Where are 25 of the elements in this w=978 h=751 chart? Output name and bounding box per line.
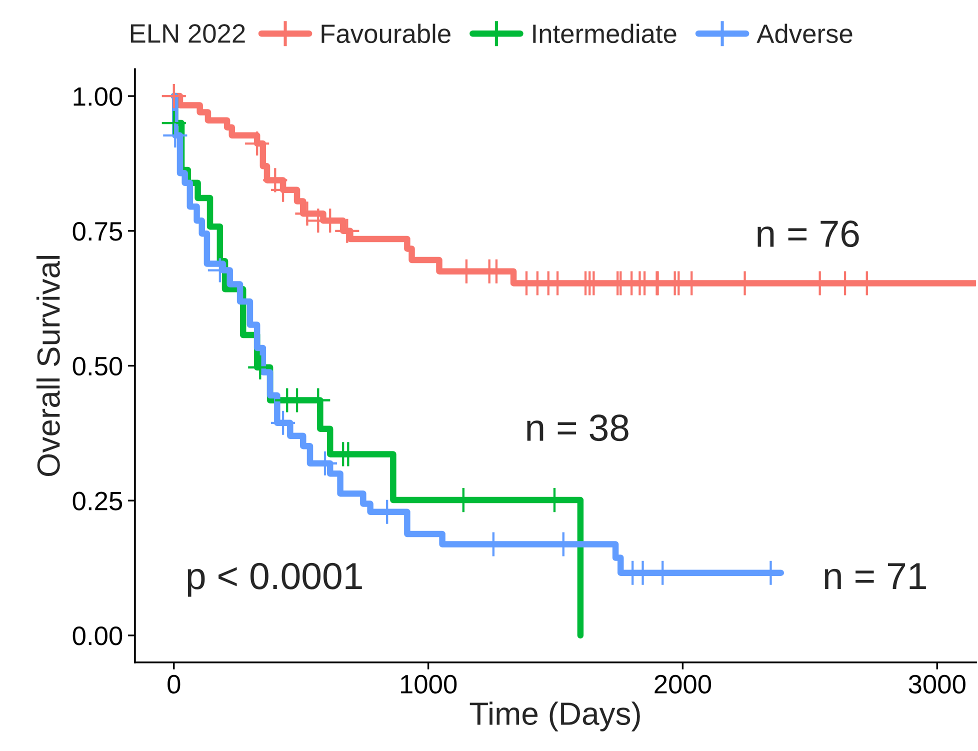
x-tick-label: 0 — [168, 674, 180, 694]
point — [245, 131, 270, 156]
point — [163, 123, 188, 148]
point — [162, 84, 186, 108]
annotation: n = 38 — [527, 414, 628, 442]
x-tick-label: 3000 — [908, 674, 966, 694]
y-axis-title: Overall Survival — [36, 256, 60, 476]
annotation: p < 0.0001 — [188, 562, 362, 597]
y-tick-label: 0.50 — [72, 356, 122, 376]
y-tick-label: 0.25 — [72, 492, 122, 510]
y-tick-label: 1.00 — [74, 87, 122, 106]
x-tick-label: 1000 — [400, 674, 457, 694]
legend-label: Favourable — [322, 24, 450, 44]
y-tick-label: 0.75 — [72, 222, 122, 241]
point — [271, 410, 296, 435]
legend-title: ELN 2022 — [130, 24, 245, 43]
annotation: n = 76 — [758, 220, 859, 248]
legend-label: Adverse — [756, 24, 852, 44]
annotation: n = 71 — [824, 563, 926, 590]
point — [335, 218, 360, 243]
point — [263, 168, 288, 192]
legend-label: Intermediate — [533, 24, 676, 44]
y-tick-label: 0.00 — [72, 626, 122, 646]
x-tick-label: 2000 — [654, 674, 712, 694]
x-axis-title: Time (Days) — [470, 702, 640, 732]
